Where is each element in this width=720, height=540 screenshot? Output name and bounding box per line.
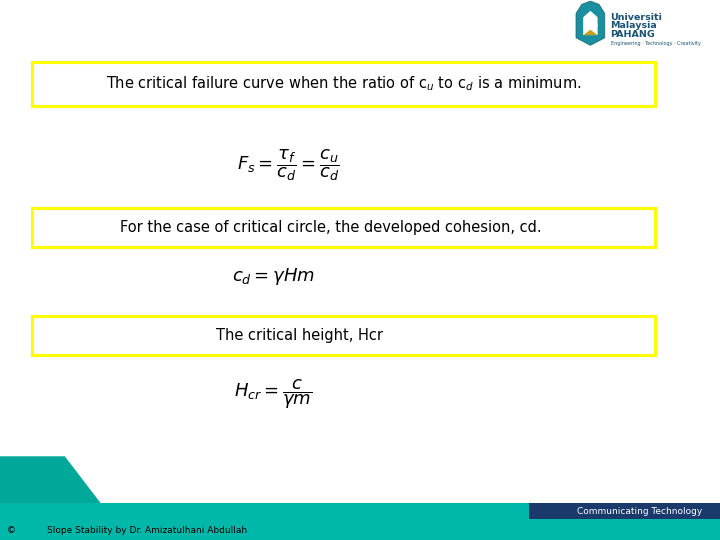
Text: UMP: UMP <box>582 24 598 30</box>
Text: $F_s = \dfrac{\tau_f}{c_d} = \dfrac{c_u}{c_d}$: $F_s = \dfrac{\tau_f}{c_d} = \dfrac{c_u}… <box>237 147 339 183</box>
Text: The critical failure curve when the ratio of c$_u$ to c$_d$ is a minimum.: The critical failure curve when the rati… <box>107 75 582 93</box>
Text: Malaysia: Malaysia <box>611 22 657 30</box>
Text: Slope Stability by Dr. Amizatulhani Abdullah: Slope Stability by Dr. Amizatulhani Abdu… <box>47 526 247 535</box>
Polygon shape <box>576 1 605 45</box>
Text: Engineering · Technology · Creativity: Engineering · Technology · Creativity <box>611 40 701 46</box>
Text: ©: © <box>7 526 16 535</box>
Text: Universiti: Universiti <box>611 13 662 22</box>
Text: $H_{cr} = \dfrac{c}{\gamma m}$: $H_{cr} = \dfrac{c}{\gamma m}$ <box>235 377 312 411</box>
Text: Communicating Technology: Communicating Technology <box>577 507 702 516</box>
FancyBboxPatch shape <box>32 62 655 106</box>
Bar <box>529 503 720 519</box>
Polygon shape <box>583 11 598 35</box>
Polygon shape <box>583 30 598 35</box>
FancyBboxPatch shape <box>32 316 655 355</box>
Text: For the case of critical circle, the developed cohesion, cd.: For the case of critical circle, the dev… <box>120 220 542 235</box>
Text: $c_d = \gamma Hm$: $c_d = \gamma Hm$ <box>232 266 315 287</box>
Bar <box>0 503 720 540</box>
Polygon shape <box>0 456 101 503</box>
FancyBboxPatch shape <box>32 208 655 247</box>
Text: PAHANG: PAHANG <box>611 30 655 39</box>
Text: The critical height, Hcr: The critical height, Hcr <box>216 328 383 343</box>
